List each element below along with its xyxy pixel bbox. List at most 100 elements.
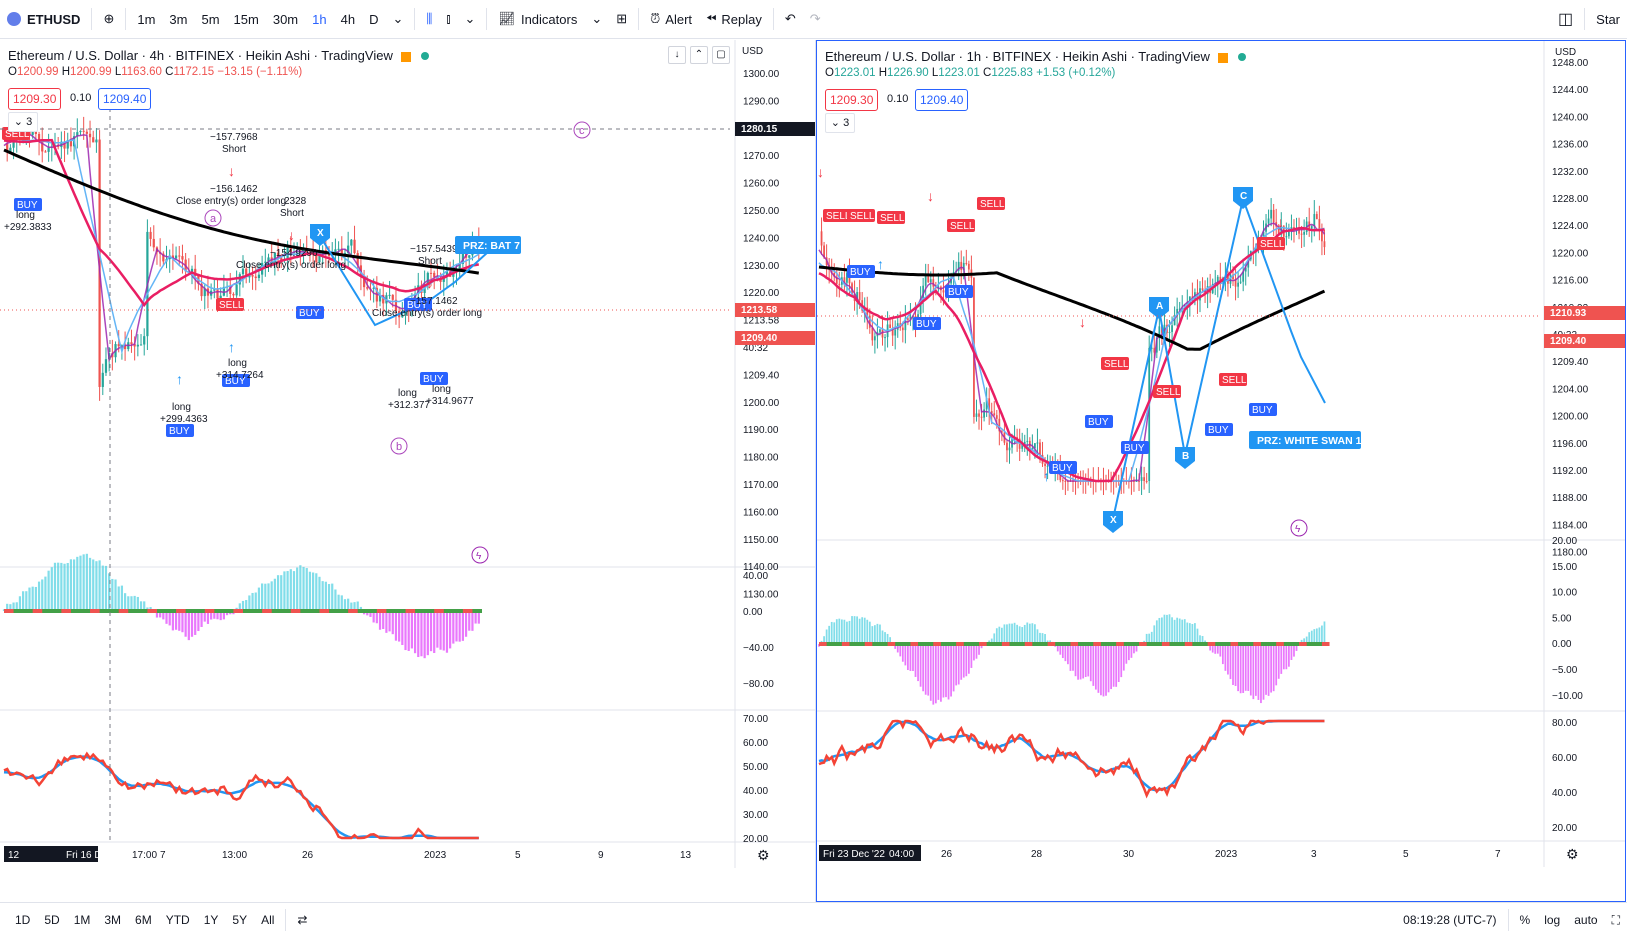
signal-label: BUY xyxy=(948,287,969,298)
candle-body xyxy=(356,253,359,266)
tf-5m[interactable]: 5m xyxy=(201,11,220,27)
date-range-icon[interactable]: ⇄ xyxy=(297,913,308,927)
left-chart-title: Ethereum / U.S. Dollar · 4h · BITFINEX ·… xyxy=(8,48,393,63)
flag-icon[interactable] xyxy=(1217,52,1228,63)
candle-body xyxy=(1216,276,1219,284)
candle-body xyxy=(904,318,907,331)
left-chart-canvas[interactable]: 1300.001290.001280.151270.001260.001250.… xyxy=(0,40,815,902)
range-5y[interactable]: 5Y xyxy=(232,913,248,927)
time-tick-label: 13:00 xyxy=(222,850,247,861)
tf-1h[interactable]: 1h xyxy=(312,11,327,27)
down-arrow-icon: ↓ xyxy=(288,227,295,243)
price-tick-label: 1236.00 xyxy=(1552,140,1589,151)
candle-body xyxy=(391,294,394,300)
market-status-icon xyxy=(420,52,429,60)
chevron-down-icon[interactable]: ⌄ xyxy=(392,11,404,26)
buy-signal xyxy=(913,317,941,330)
candle-body xyxy=(942,290,945,293)
price-tick-label: 1209.40 xyxy=(1552,357,1589,368)
range-5d[interactable]: 5D xyxy=(44,913,60,927)
candle-body xyxy=(1206,286,1209,295)
percent-toggle[interactable]: % xyxy=(1519,913,1531,927)
candle-body xyxy=(289,247,292,253)
bar-type-icon[interactable]: ⫼ xyxy=(426,11,433,26)
collapse-pane-icon[interactable]: ⌃ xyxy=(690,46,708,64)
undo-icon[interactable]: ↶ xyxy=(784,11,796,26)
left-chart-pane[interactable]: 1300.001290.001280.151270.001260.001250.… xyxy=(0,40,816,902)
alert-button[interactable]: ⏰︎ Alert xyxy=(650,11,693,27)
candle-body xyxy=(362,276,366,288)
ma-line-black xyxy=(818,265,1326,351)
left-sell-price[interactable]: 1209.30 xyxy=(8,88,62,110)
tf-3m[interactable]: 3m xyxy=(169,11,188,27)
pattern-point xyxy=(1149,297,1169,319)
range-3m[interactable]: 3M xyxy=(104,913,122,927)
ethereum-icon xyxy=(7,12,21,26)
candle-body xyxy=(1150,347,1153,349)
tf-d[interactable]: D xyxy=(369,11,379,27)
symbol-search[interactable]: ETHUSD xyxy=(0,0,87,38)
candle-body xyxy=(174,255,178,259)
chevron-down-icon[interactable]: ⌄ xyxy=(464,11,476,26)
range-all[interactable]: All xyxy=(261,913,275,927)
candle-body xyxy=(37,133,41,142)
layout-grid-icon[interactable]: ⊞ xyxy=(616,11,628,26)
compare-plus-icon[interactable]: ⊕ xyxy=(103,11,115,26)
fullscreen-icon[interactable]: ⛶ xyxy=(1611,912,1620,927)
chevron-down-icon[interactable]: ⌄ xyxy=(591,11,603,26)
flag-icon[interactable] xyxy=(400,51,411,62)
right-chart-pane[interactable]: 1248.00 1244.00 1240.00 1236.00 1232.00 1228.… xyxy=(816,40,1626,902)
range-ytd[interactable]: YTD xyxy=(165,913,190,927)
log-toggle[interactable]: log xyxy=(1544,913,1561,927)
candle-body xyxy=(213,289,216,291)
tf-30m[interactable]: 30m xyxy=(272,11,299,27)
signal-label: BUY xyxy=(916,319,937,330)
left-indicator-collapse[interactable]: ⌄ 3 xyxy=(8,112,38,132)
range-1y[interactable]: 1Y xyxy=(203,913,219,927)
left-currency-label[interactable]: USD xyxy=(742,46,764,57)
candle-body xyxy=(823,245,825,258)
strategy-annotation: long xyxy=(432,384,451,395)
right-indicator-collapse[interactable]: ⌄ 3 xyxy=(825,113,855,133)
price-tick-label: 1244.00 xyxy=(1552,85,1589,96)
candle-body xyxy=(442,276,445,282)
right-currency-label[interactable]: USD xyxy=(1555,47,1577,58)
candle-body xyxy=(130,342,133,345)
candle-body xyxy=(927,274,930,283)
price-axis-marker xyxy=(1544,306,1625,320)
top-toolbar: ETHUSD ⊕ 1m 3m 5m 15m 30m 1h 4h D ⌄ ⫼ ⫾ … xyxy=(0,0,1627,39)
sell-signal xyxy=(1219,373,1247,386)
redo-icon[interactable]: ↷ xyxy=(809,11,821,26)
right-sell-price[interactable]: 1209.30 xyxy=(825,89,879,111)
left-buy-price[interactable]: 1209.40 xyxy=(98,88,152,110)
tf-4h[interactable]: 4h xyxy=(340,11,356,27)
auto-toggle[interactable]: auto xyxy=(1574,913,1598,927)
candle-body xyxy=(264,261,267,263)
candle-body xyxy=(270,257,273,265)
star-button[interactable]: Star xyxy=(1596,11,1620,27)
split-layout-icon[interactable]: ◫ xyxy=(1558,11,1574,28)
tf-15m[interactable]: 15m xyxy=(233,11,259,27)
range-1m[interactable]: 1M xyxy=(73,913,91,927)
scroll-down-icon[interactable]: ↓ xyxy=(668,46,686,64)
right-spread: 0.10 xyxy=(887,93,909,105)
tf-1m[interactable]: 1m xyxy=(137,11,156,27)
signal-label: BUY xyxy=(850,267,871,278)
right-chart-canvas[interactable]: 1248.00 1244.00 1240.00 1236.00 1232.00 1228.… xyxy=(817,41,1625,901)
range-1d[interactable]: 1D xyxy=(15,913,31,927)
candle-body xyxy=(894,329,897,336)
ma-line-blue xyxy=(818,226,1325,482)
maximize-pane-icon[interactable]: ▢ xyxy=(712,46,730,64)
clock-display[interactable]: 08:19:28 (UTC-7) xyxy=(1403,913,1497,927)
price-tick-label: 1192.00 xyxy=(1552,466,1588,477)
range-6m[interactable]: 6M xyxy=(135,913,152,927)
strategy-annotation: −156.1462 xyxy=(210,184,258,195)
candle-body xyxy=(1006,442,1008,451)
indicators-button[interactable]: 📈︎ Indicators xyxy=(498,11,578,27)
right-buy-price[interactable]: 1209.40 xyxy=(915,89,969,111)
replay-button[interactable]: ⏪︎ Replay xyxy=(706,11,762,27)
candle-body xyxy=(139,344,143,346)
price-tick-label: 1250.00 xyxy=(743,206,780,217)
candles-icon[interactable]: ⫾ xyxy=(446,11,451,26)
rsi-tick-label: 20.00 xyxy=(1552,823,1577,834)
